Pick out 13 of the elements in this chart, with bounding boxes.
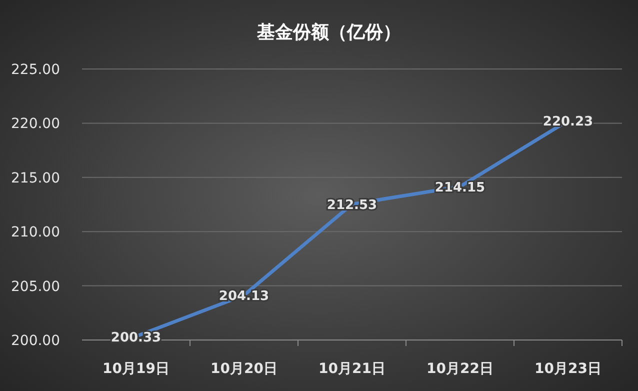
y-tick-label: 210.00 xyxy=(11,224,60,241)
x-tick-label: 10月23日 xyxy=(534,361,602,377)
y-tick-label: 200.00 xyxy=(11,333,60,349)
data-label: 200.33 xyxy=(110,330,162,346)
x-tick-label: 10月20日 xyxy=(210,361,278,377)
chart-title: 基金份额（亿份） xyxy=(256,22,401,43)
x-tick-label: 10月21日 xyxy=(318,361,386,377)
x-tick-label: 10月22日 xyxy=(426,361,494,377)
y-tick-label: 215.00 xyxy=(11,170,60,186)
y-tick-label: 205.00 xyxy=(11,278,60,295)
y-tick-label: 225.00 xyxy=(11,62,60,78)
x-tick-label: 10月19日 xyxy=(102,361,170,377)
y-tick-label: 220.00 xyxy=(11,116,60,132)
